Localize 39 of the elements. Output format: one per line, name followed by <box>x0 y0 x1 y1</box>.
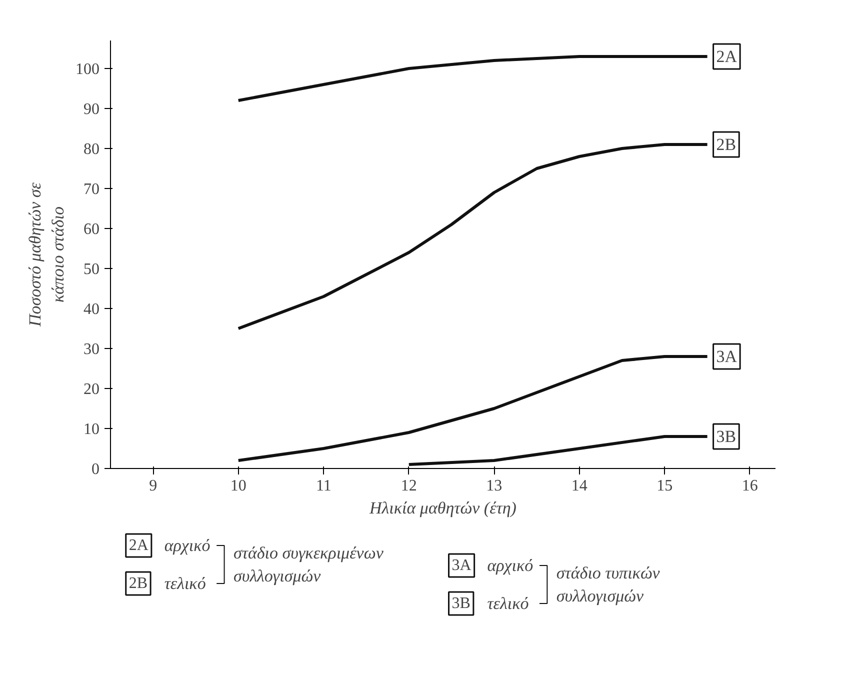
text: αρχικό <box>487 556 534 575</box>
x-axis-title: Ηλικία μαθητών (έτη) <box>368 498 517 518</box>
line-series <box>236 143 709 330</box>
line-series <box>407 435 709 466</box>
text: 3A <box>452 557 472 574</box>
y-tick-label: 90 <box>84 101 100 118</box>
x-tick-label: 16 <box>742 478 758 494</box>
x-tick-label: 12 <box>400 478 417 494</box>
line-series <box>236 355 709 462</box>
y-tick-label: 10 <box>84 421 100 438</box>
y-tick-label: 60 <box>84 221 100 238</box>
text: τελικό <box>164 574 206 593</box>
y-tick-label: 30 <box>84 341 100 358</box>
y-tick-label: 0 <box>92 461 100 478</box>
series-label: 3A <box>716 347 738 366</box>
legend-label: 3B <box>452 595 470 612</box>
x-tick-label: 11 <box>316 478 332 494</box>
text: αρχικό <box>164 536 210 555</box>
text: 2A <box>128 537 148 554</box>
y-tick-label: 20 <box>84 381 100 398</box>
y-tick-label: 70 <box>84 181 100 198</box>
text: 2B <box>716 135 736 154</box>
x-tick-label: 9 <box>149 478 158 494</box>
series-label: 2A <box>716 47 738 66</box>
text: τελικό <box>487 594 529 613</box>
text: στάδιο τυπικών συλλογισμών <box>556 564 660 606</box>
y-tick-label: 50 <box>84 261 100 278</box>
y-axis-title: Ποσοστό μαθητών σε κάποιο στάδιο <box>26 182 68 328</box>
x-tick-label: 10 <box>230 478 246 494</box>
y-tick-label: 80 <box>84 141 100 158</box>
y-tick-label: 100 <box>76 61 100 78</box>
x-tick-label: 14 <box>571 478 588 494</box>
legend-label: 2B <box>128 575 148 592</box>
text: στάδιο συγκεκριμένων συλλογισμών <box>234 544 384 586</box>
x-tick-label: 15 <box>656 478 673 494</box>
x-tick-label: 13 <box>486 478 502 494</box>
y-tick-label: 40 <box>84 301 100 318</box>
line-series <box>236 55 709 102</box>
text: 3B <box>716 427 736 446</box>
